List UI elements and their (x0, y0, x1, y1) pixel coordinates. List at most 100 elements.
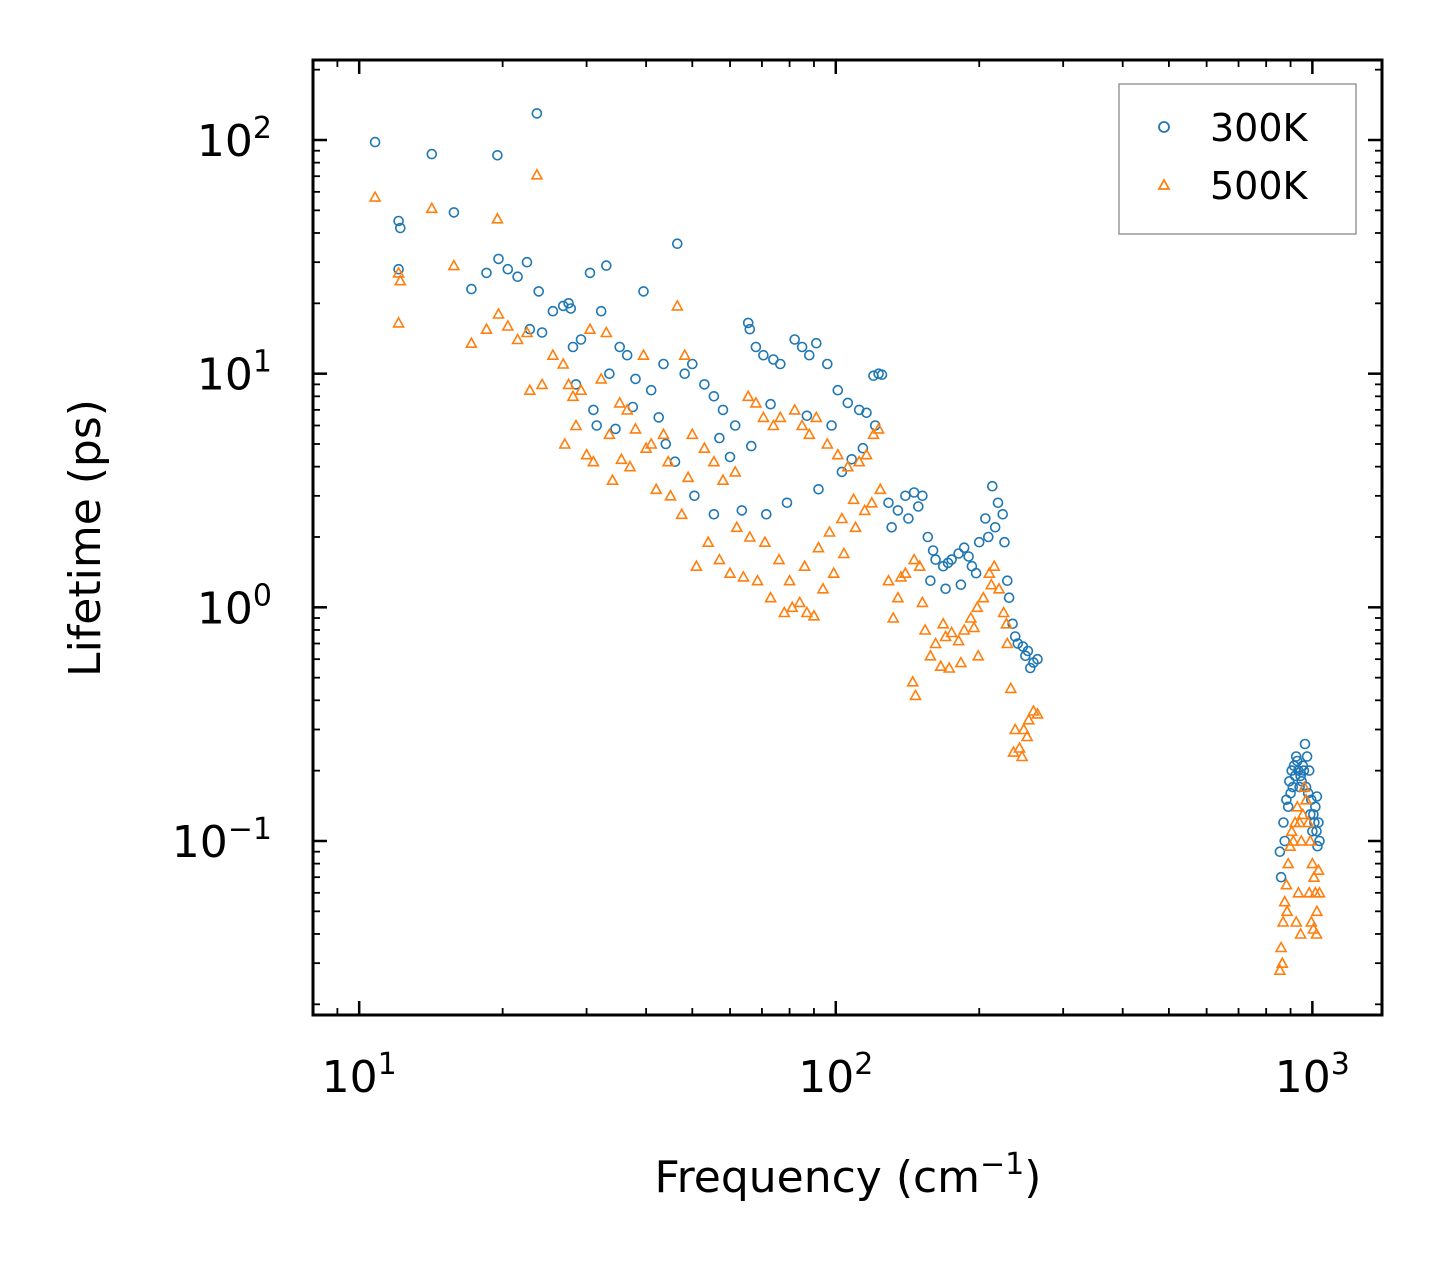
data-point (958, 542, 970, 554)
data-point (873, 482, 887, 495)
data-point (795, 418, 809, 431)
data-point (724, 451, 736, 463)
data-point (533, 286, 545, 297)
data-point (1312, 863, 1325, 876)
data-point (816, 582, 830, 594)
data-point (1007, 618, 1018, 630)
data-point (567, 341, 579, 353)
data-point (713, 552, 726, 565)
data-point (536, 327, 548, 338)
data-point (836, 466, 848, 478)
data-point (448, 207, 460, 218)
data-point (982, 566, 996, 579)
data-point (842, 397, 854, 409)
data-point (594, 372, 608, 384)
data-point (392, 316, 405, 328)
data-point (736, 505, 748, 516)
data-point (621, 349, 633, 361)
legend-label-300k: 300K (1210, 106, 1309, 150)
data-point (658, 358, 669, 370)
data-point (865, 496, 879, 508)
data-point (810, 337, 822, 349)
data-point (987, 559, 1001, 572)
data-point (583, 322, 597, 335)
data-point (591, 420, 603, 431)
data-point (393, 274, 407, 286)
data-point (954, 655, 968, 668)
data-point (1025, 662, 1036, 674)
data-point (615, 452, 628, 465)
data-point (620, 403, 634, 415)
data-point (802, 427, 816, 440)
data-point (903, 513, 914, 524)
data-point (1281, 856, 1295, 869)
data-point (638, 286, 649, 297)
data-point (493, 253, 504, 265)
data-point (629, 422, 642, 434)
data-point (952, 634, 965, 646)
data-point (678, 348, 692, 361)
data-point (835, 511, 849, 524)
data-point (1032, 653, 1043, 665)
data-point (1298, 765, 1310, 776)
data-point (826, 420, 837, 431)
data-point (857, 442, 869, 454)
data-point (1280, 904, 1294, 917)
data-point (1276, 915, 1290, 927)
data-point (997, 508, 1009, 520)
x-tick-label: 101 (322, 1047, 397, 1103)
data-point (940, 583, 951, 595)
x-axis-label: Frequency (cm−1) (655, 1147, 1042, 1203)
data-point (1294, 927, 1307, 939)
data-point (1275, 871, 1287, 883)
data-point (502, 263, 514, 275)
data-point (547, 305, 559, 317)
data-point (1301, 751, 1313, 762)
data-point (930, 554, 941, 565)
data-point (918, 623, 932, 635)
data-point (426, 148, 438, 160)
data-point (882, 574, 895, 586)
data-point (394, 222, 406, 234)
data-point (1304, 915, 1318, 927)
data-point (1282, 801, 1294, 813)
data-point (708, 508, 720, 520)
data-point (1280, 878, 1293, 890)
data-point (521, 256, 533, 268)
data-point (945, 625, 958, 638)
data-point (846, 453, 858, 465)
data-point (967, 620, 981, 633)
data-point (1303, 765, 1315, 776)
data-point (558, 437, 572, 449)
data-point (1004, 681, 1018, 694)
data-point (1007, 745, 1020, 757)
data-point (781, 497, 793, 509)
data-point (1314, 835, 1325, 847)
data-point (1022, 713, 1036, 725)
data-point (425, 201, 439, 214)
data-point (788, 403, 802, 415)
data-point (1303, 834, 1317, 846)
data-point (773, 410, 787, 423)
data-point (530, 168, 544, 180)
data-point (1311, 825, 1322, 837)
data-point (741, 389, 755, 402)
data-point (1285, 787, 1296, 799)
data-point (610, 423, 621, 435)
data-point (1284, 775, 1295, 787)
data-point (690, 559, 703, 572)
data-point (984, 578, 998, 590)
legend-marker-500k (1157, 178, 1171, 190)
data-point (1274, 846, 1286, 858)
data-point (970, 567, 982, 579)
data-point (1289, 915, 1303, 927)
data-point (575, 334, 587, 345)
data-point (917, 490, 928, 502)
data-point (1310, 927, 1323, 939)
data-point (737, 570, 750, 582)
data-point (1020, 729, 1034, 742)
data-point (751, 574, 764, 586)
data-point (689, 490, 700, 502)
data-point (913, 559, 927, 572)
